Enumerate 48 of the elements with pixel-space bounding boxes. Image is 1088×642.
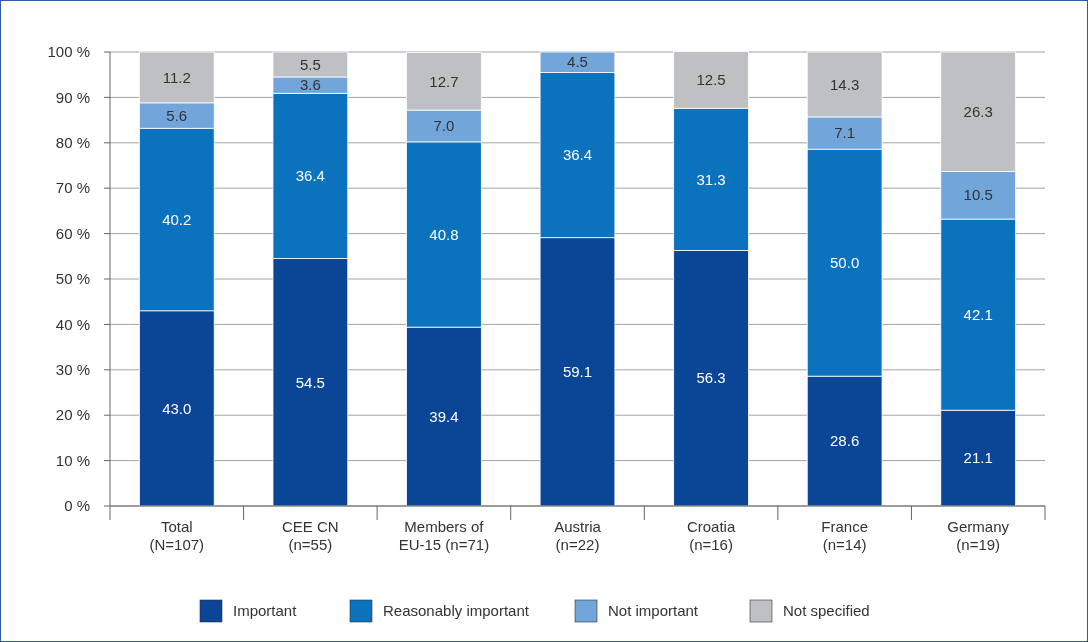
x-tick-label: Austria (n=22) [554, 518, 602, 553]
y-tick-label: 20 % [55, 406, 90, 424]
data-label: 7.0 [433, 117, 455, 135]
y-tick-label: 80 % [55, 134, 90, 152]
x-tick-label: Croatia (n=16) [686, 518, 736, 553]
data-label: 14.3 [830, 75, 860, 93]
data-label: 10.5 [963, 186, 993, 204]
y-tick-label: 60 % [55, 224, 90, 242]
data-label: 5.6 [166, 106, 188, 124]
data-label: 40.8 [429, 225, 459, 243]
data-label: 36.4 [295, 167, 325, 185]
data-label: 3.6 [299, 76, 321, 94]
y-tick-label: 10 % [55, 451, 90, 469]
data-label: 56.3 [696, 369, 726, 387]
data-label: 31.3 [696, 170, 726, 188]
data-label: 4.5 [567, 53, 588, 71]
data-label: 42.1 [963, 305, 993, 323]
data-label: 11.2 [162, 68, 191, 86]
y-tick-label: 0 % [64, 497, 90, 515]
legend-label: Important [233, 602, 298, 620]
data-label: 50.0 [830, 253, 860, 271]
data-label: 7.1 [834, 124, 856, 142]
y-tick-label: 30 % [55, 361, 90, 379]
data-label: 54.5 [295, 373, 325, 391]
y-tick-label: 90 % [55, 88, 90, 106]
x-tick-label: CEE CN (n=55) [282, 518, 339, 553]
y-tick-label: 70 % [55, 179, 90, 197]
legend-label: Not important [608, 602, 699, 620]
data-label: 40.2 [162, 210, 192, 228]
legend-label: Not specified [783, 602, 870, 620]
x-tick-label: France (n=14) [821, 518, 868, 553]
data-label: 43.0 [162, 399, 192, 417]
y-tick-label: 40 % [55, 315, 90, 333]
data-label: 26.3 [963, 102, 993, 120]
data-label: 28.6 [830, 432, 860, 450]
y-tick-label: 100 % [47, 43, 90, 61]
x-tick-label: Germany (n=19) [947, 518, 1010, 553]
legend-label: Reasonably important [383, 602, 530, 620]
data-label: 5.5 [299, 55, 321, 73]
data-label: 39.4 [429, 407, 459, 425]
data-label: 36.4 [562, 146, 593, 164]
data-label: 12.7 [429, 72, 459, 90]
x-tick-label: Total (N=107) [149, 518, 205, 553]
data-label: 59.1 [562, 363, 593, 381]
data-label: 12.5 [696, 71, 726, 89]
x-tick-label: Members of EU-15 (n=71) [398, 518, 490, 553]
data-label: 21.1 [963, 449, 993, 467]
y-tick-label: 50 % [55, 270, 90, 288]
